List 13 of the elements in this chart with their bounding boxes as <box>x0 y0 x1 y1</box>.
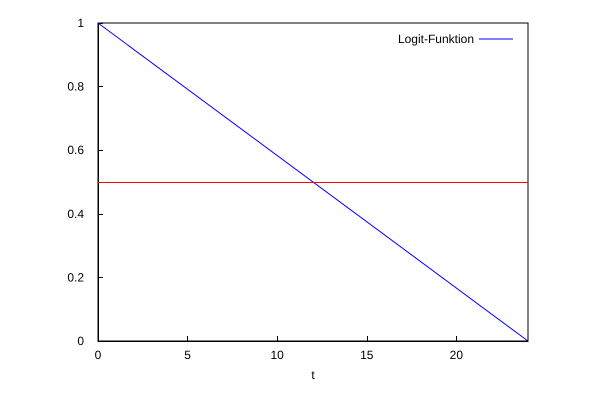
y-tick-label: 0.6 <box>67 143 84 158</box>
x-axis-title: t <box>311 368 316 382</box>
x-tick-label: 5 <box>184 348 192 362</box>
y-tick-label: 0 <box>77 334 84 348</box>
x-tick-label: 15 <box>360 348 374 362</box>
y-tick-label: 1 <box>77 16 84 30</box>
x-tick-label: 0 <box>94 348 102 362</box>
legend-label: Logit-Funktion <box>398 32 474 46</box>
y-tick-label: 0.4 <box>67 206 84 221</box>
y-tick-label: 0.8 <box>67 80 84 94</box>
y-tick-label: 0.2 <box>67 270 84 284</box>
x-tick-label: 20 <box>450 348 464 362</box>
x-tick-label: 10 <box>270 348 284 362</box>
